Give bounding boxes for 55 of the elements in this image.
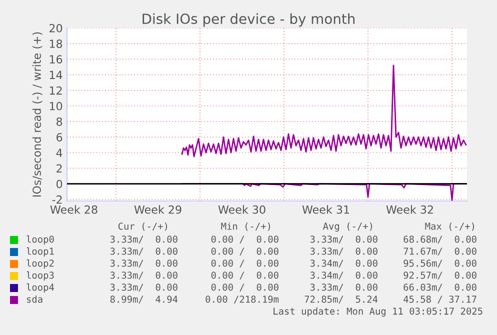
text: 72.85m/ 5.24 [304,296,378,304]
y-tick-label: 14 [50,70,62,79]
legend-label: sda [26,295,42,303]
y-tick-label: 8 [56,117,62,126]
legend-label: loop4 [26,283,54,293]
text: 3.33m/ 0.00 [310,236,378,244]
y-tick-label: -2 [52,195,62,204]
chart-title: Disk IOs per device - by month [142,13,355,27]
legend-label: loop1 [26,247,54,257]
y-tick-label: 18 [50,40,62,48]
legend-label: loop2 [26,259,54,269]
x-tick-label: Week 29 [134,205,182,214]
text: Cur (-/+) [118,222,168,231]
x-tick-label: Week 31 [302,205,350,214]
y-tick-label: 10 [50,102,62,110]
y-tick-label: 6 [56,133,62,142]
text: 3.33m/ 0.00 [110,284,178,292]
text: 95.56m/ 0.00 [404,260,476,268]
y-tick-label: 20 [50,24,62,32]
text: Max (-/+) [425,222,474,231]
y-tick-label: 4 [56,148,62,157]
text: 3.33m/ 0.00 [110,260,178,268]
text: 0.00 / 0.00 [211,248,278,256]
y-axis-title: IOs/second read (-) / write (+) [32,32,42,197]
text: 0.00 / 0.00 [211,260,278,268]
text: 3.33m/ 0.00 [110,272,178,280]
text: 45.58 / 37.17 [404,296,476,304]
text: 0.00 / 0.00 [211,272,278,280]
line-series [181,64,467,158]
text: 3.33m/ 0.00 [310,284,378,292]
text: 3.34m/ 0.00 [310,272,378,280]
text: 71.67m/ 0.00 [404,248,476,256]
x-tick-label: Week 28 [50,205,98,214]
x-tick-label: Week 32 [386,205,433,214]
text: 92.57m/ 0.00 [404,272,476,280]
text: 3.33m/ 0.00 [310,248,378,256]
text: 68.68m/ 0.00 [404,236,476,244]
y-tick-label: 2 [56,164,62,172]
text: Avg (-/+) [323,222,372,232]
text: 3.33m/ 0.00 [110,248,178,256]
text: 3.34m/ 0.00 [310,260,378,268]
text: 8.99m/ 4.94 [110,296,178,304]
text: 0.00 / 0.00 [211,236,278,244]
text: 0.00 / 0.00 [211,284,278,292]
text: 3.33m/ 0.00 [110,236,178,244]
x-tick-label: Week 30 [218,205,266,214]
y-tick-label: 0 [56,180,62,188]
y-tick-label: 16 [50,55,62,64]
text: Last update: Mon Aug 11 03:05:17 2025 [274,307,482,317]
text: Min (-/+) [221,222,270,231]
text: 66.03m/ 0.00 [404,284,476,292]
text: 0.00 /218.19m [206,296,279,304]
legend-label: loop3 [26,271,54,281]
legend-label: loop0 [26,235,54,245]
y-tick-label: 12 [50,86,62,95]
